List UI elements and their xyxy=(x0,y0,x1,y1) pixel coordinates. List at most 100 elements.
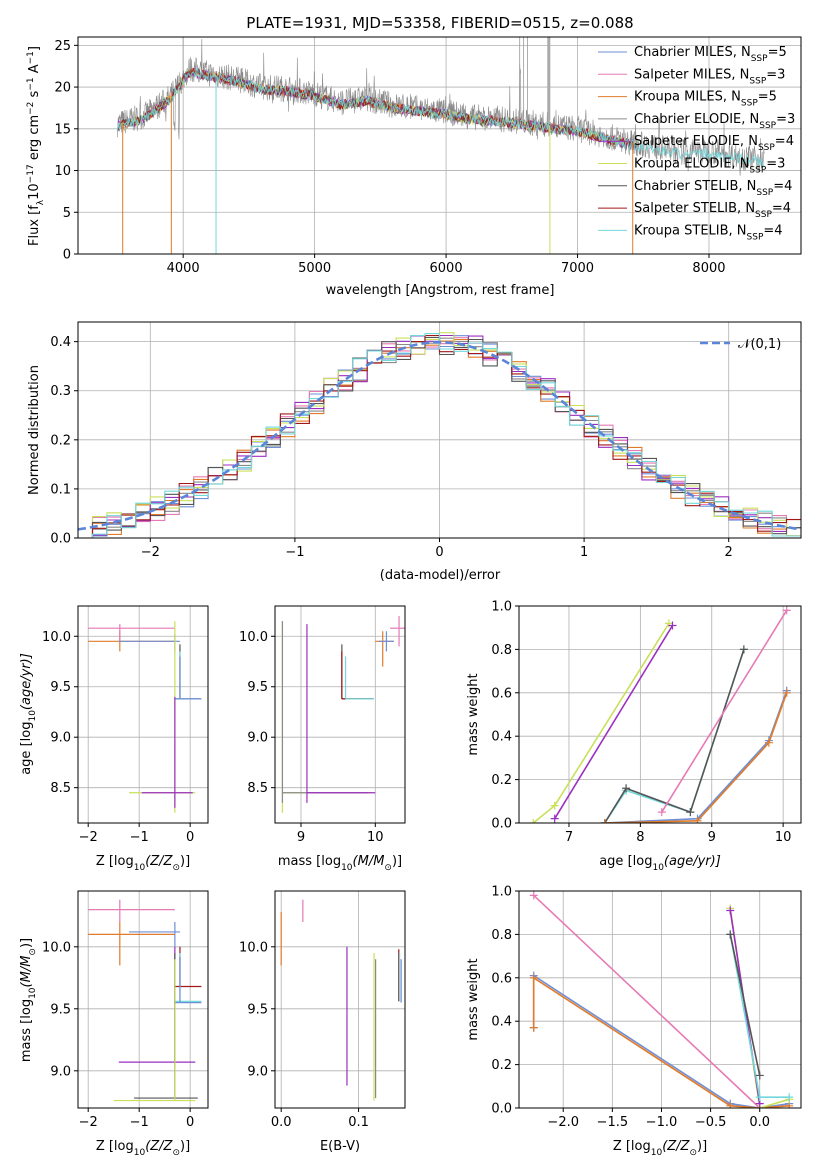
label-part: )] xyxy=(180,1139,190,1154)
y-tick-label: 0.6 xyxy=(491,971,512,986)
y-tick-label: 0.0 xyxy=(491,817,512,832)
normal-curve xyxy=(78,340,801,531)
x-tick-label: 10 xyxy=(367,830,384,845)
label-part: mass [log xyxy=(19,999,34,1062)
y-tick-label: 0.4 xyxy=(491,1015,512,1030)
y-tick-label: 0.2 xyxy=(491,773,512,788)
y-tick-label: 9.0 xyxy=(50,1064,71,1079)
weight-point xyxy=(600,819,609,823)
weight-point xyxy=(785,1093,794,1102)
masked-region xyxy=(547,37,551,121)
x-tick-label: −1 xyxy=(130,830,149,845)
x-axis-label: (data-model)/error xyxy=(380,568,501,583)
label-part: 10 xyxy=(134,863,146,873)
label-part: )] xyxy=(697,1139,707,1154)
label-part: Chabrier MILES, N xyxy=(634,45,751,60)
y-tick-label: 0.3 xyxy=(50,384,71,399)
y-tick-label: 1.0 xyxy=(491,885,512,900)
x-axis-label: E(B-V) xyxy=(320,1139,360,1154)
x-axis-label: Z [log10(Z/Z⊙)] xyxy=(613,1139,707,1158)
x-tick-label: 0.1 xyxy=(348,1115,369,1130)
y-tick-label: 0 xyxy=(63,248,71,263)
label-part: SSP xyxy=(759,121,776,131)
label-part: Kroupa ELODIE, N xyxy=(634,157,749,172)
age-vs-metallicity-panel: −2 −1 08.59.09.510.0Z [log10(Z/Z⊙)]age [lo… xyxy=(19,605,209,873)
mass-vs-extinction-panel: 0.0 0.1 9.0 9.5 10.0 E(B-V) xyxy=(239,890,406,1154)
label-part: (M/M xyxy=(19,956,34,988)
weight-point xyxy=(782,606,791,615)
weight-point xyxy=(755,1071,764,1080)
label-part: =3 xyxy=(766,157,785,172)
y-tick-label: 15 xyxy=(54,122,71,137)
legend-entry: Salpeter ELODIE, NSSP=4 xyxy=(634,134,794,153)
x-tick-label: −2 xyxy=(79,1115,98,1130)
label-part: erg cm xyxy=(27,115,42,164)
label-part: s xyxy=(27,90,42,101)
label-part: SSP xyxy=(749,166,766,176)
label-part: =4 xyxy=(773,179,792,194)
y-tick-label: 9.0 xyxy=(247,1064,268,1079)
weight-line xyxy=(604,649,745,823)
x-tick-label: 2 xyxy=(725,545,733,560)
label-part: age [log xyxy=(599,854,652,869)
y-axis-label: Normed distribution xyxy=(27,365,42,495)
y-tick-label: 0.4 xyxy=(491,730,512,745)
label-part: 10 xyxy=(28,710,38,722)
y-tick-label: 10 xyxy=(54,164,71,179)
y-tick-label: 9.5 xyxy=(247,680,268,695)
label-part: −1 xyxy=(26,51,36,64)
label-part: SSP xyxy=(755,210,772,220)
x-axis-label: mass [log10(M/M⊙)] xyxy=(278,854,402,873)
label-part: SSP xyxy=(747,232,764,242)
label-part: Z [log xyxy=(96,854,134,869)
y-axis-label: mass weight xyxy=(466,673,481,755)
label-part: 10 xyxy=(28,987,38,999)
y-tick-label: 8.5 xyxy=(247,781,268,796)
weight-point xyxy=(529,819,538,823)
label-part: Salpeter STELIB, N xyxy=(634,201,755,216)
label-part: 10 xyxy=(134,1148,146,1158)
label-part: 10 xyxy=(651,1148,663,1158)
y-tick-label: 0.2 xyxy=(491,1058,512,1073)
weight-point xyxy=(529,891,538,900)
weight-point xyxy=(782,688,791,697)
label-part: )] xyxy=(392,854,402,869)
y-tick-label: 10.0 xyxy=(239,630,268,645)
mass-weight-vs-age-panel: 7 8 9 10 0.0 0.2 0.4 0.6 0.8 1.0 mass weight age [l… xyxy=(466,600,802,873)
axes-frame xyxy=(274,605,406,824)
x-axis-label: Z [log10(Z/Z⊙)] xyxy=(96,1139,190,1158)
weight-line xyxy=(729,934,761,1076)
label-part: 10 xyxy=(27,183,42,200)
x-tick-label: 1 xyxy=(580,545,588,560)
mass-weight-vs-metallicity-panel: −2.0 −1.5 −1.0 −0.5 0.0 0.0 0.2 0.4 0.6 0.8 1.0 mas… xyxy=(466,885,802,1158)
x-tick-label: 0 xyxy=(435,545,443,560)
weight-point xyxy=(764,738,773,747)
legend-entry: Salpeter MILES, NSSP=3 xyxy=(634,67,785,86)
weight-point xyxy=(529,1023,538,1032)
plot-area xyxy=(78,332,801,538)
mass-vs-metallicity-panel: −2 −1 09.09.510.0Z [log10(Z/Z⊙)]mass [log1… xyxy=(19,890,209,1158)
label-part: Salpeter ELODIE, N xyxy=(634,134,758,149)
weight-line xyxy=(533,894,761,1108)
y-tick-label: 0.8 xyxy=(491,928,512,943)
y-tick-label: 0.1 xyxy=(50,482,71,497)
legend-entry: Salpeter STELIB, NSSP=4 xyxy=(634,201,791,220)
label-part: SSP xyxy=(758,143,775,153)
weight-line xyxy=(554,625,674,820)
grid-lines xyxy=(275,606,405,823)
y-tick-label: 0.0 xyxy=(491,1102,512,1117)
plot-area xyxy=(529,891,794,1108)
weight-point xyxy=(755,1093,764,1102)
weight-line xyxy=(661,609,788,813)
label-part: Z [log xyxy=(613,1139,651,1154)
label-part: −2 xyxy=(26,102,36,115)
x-tick-label: 5000 xyxy=(298,261,331,276)
weight-point xyxy=(726,906,735,915)
x-tick-label: −2.0 xyxy=(547,1115,579,1130)
y-tick-label: 20 xyxy=(54,81,71,96)
label-part: A xyxy=(27,64,42,77)
label-part: )] xyxy=(19,938,34,948)
label-part: ⊙ xyxy=(172,863,180,873)
axes-frame xyxy=(518,605,802,824)
